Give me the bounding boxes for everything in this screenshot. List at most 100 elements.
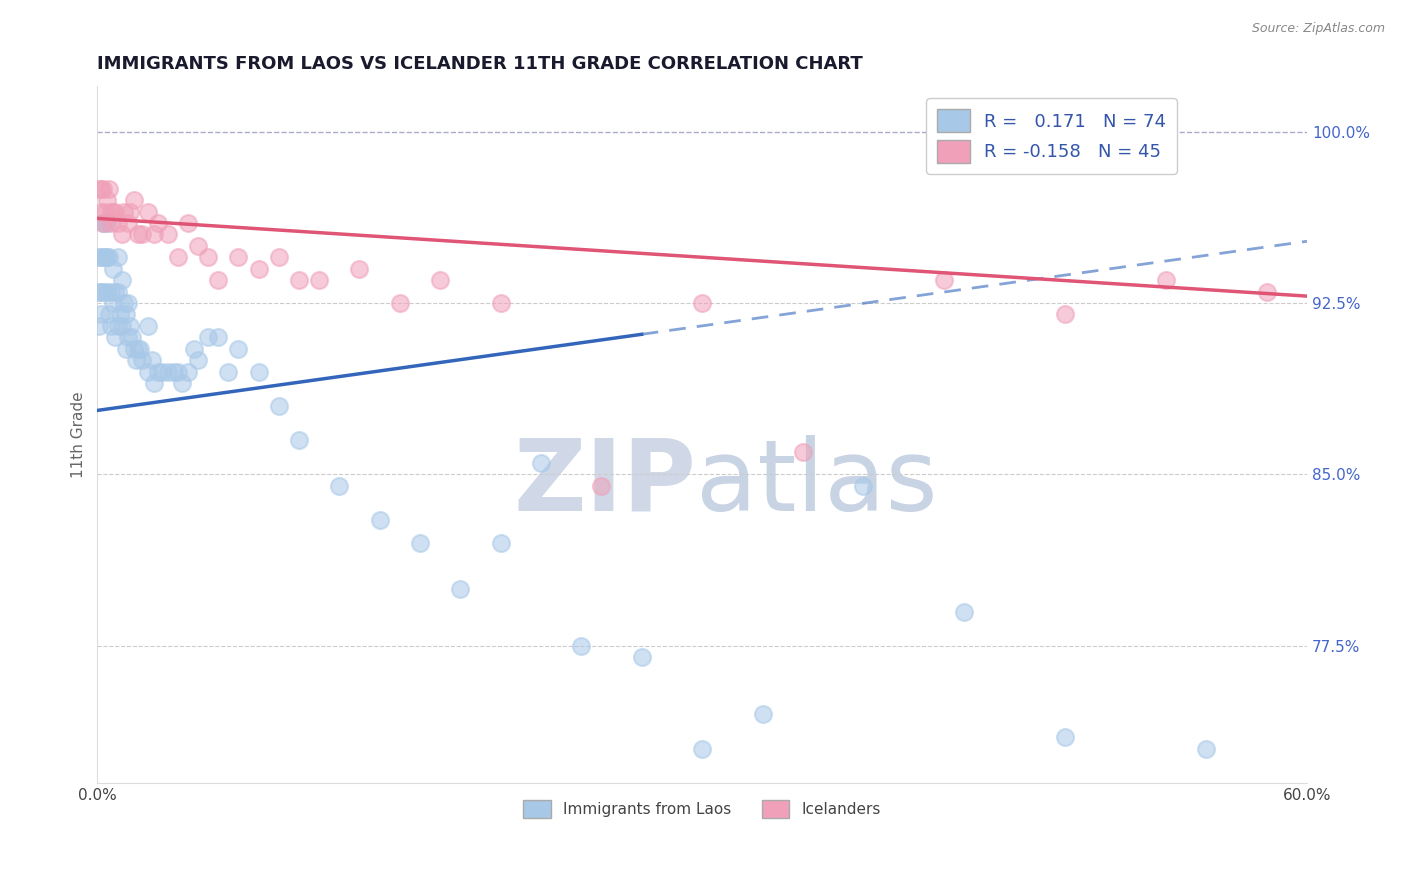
Point [1054,307,1077,321]
Point [89,182,111,196]
Point [146,216,169,230]
Point [94,216,117,230]
Point [108,307,131,321]
Point [183,342,205,356]
Point [167,365,190,379]
Point [163,365,186,379]
Point [170,376,193,390]
Point [122,193,145,207]
Point [569,639,592,653]
Point [127,227,149,242]
Point [690,741,713,756]
Point [118,318,141,333]
Point [100,216,122,230]
Point [150,365,173,379]
Point [122,342,145,356]
Point [308,273,330,287]
Point [207,330,229,344]
Point [112,204,135,219]
Point [1154,273,1177,287]
Point [953,605,976,619]
Text: atlas: atlas [696,434,938,532]
Point [90,307,112,321]
Point [751,707,773,722]
Point [288,273,311,287]
Point [104,204,127,219]
Point [156,227,179,242]
Point [93,216,115,230]
Point [288,433,311,447]
Point [136,318,159,333]
Point [98,307,121,321]
Point [429,273,451,287]
Point [107,318,129,333]
Point [96,216,118,230]
Point [96,250,118,264]
Point [89,250,111,264]
Point [96,193,118,207]
Point [489,296,512,310]
Legend: Immigrants from Laos, Icelanders: Immigrants from Laos, Icelanders [517,795,887,824]
Point [103,296,125,310]
Point [1054,731,1077,745]
Point [100,204,122,219]
Text: Source: ZipAtlas.com: Source: ZipAtlas.com [1251,22,1385,36]
Point [934,273,956,287]
Point [90,182,112,196]
Point [267,399,290,413]
Point [228,342,250,356]
Point [110,318,132,333]
Point [90,285,112,299]
Point [207,273,229,287]
Point [128,342,150,356]
Point [94,250,117,264]
Text: ZIP: ZIP [515,434,697,532]
Point [449,582,471,596]
Point [228,250,250,264]
Point [93,182,115,196]
Point [177,216,200,230]
Point [217,365,239,379]
Point [93,285,115,299]
Point [142,227,165,242]
Point [177,365,200,379]
Point [98,182,121,196]
Point [104,330,127,344]
Point [94,204,117,219]
Point [792,444,814,458]
Point [118,204,141,219]
Y-axis label: 11th Grade: 11th Grade [72,391,86,478]
Point [107,250,129,264]
Point [117,216,139,230]
Point [114,307,136,321]
Point [90,250,112,264]
Point [167,250,190,264]
Point [98,250,121,264]
Point [112,296,135,310]
Point [89,318,111,333]
Point [409,536,432,550]
Point [110,227,132,242]
Point [93,250,115,264]
Point [131,353,153,368]
Point [90,204,112,219]
Point [136,365,159,379]
Point [103,261,125,276]
Point [630,650,652,665]
Point [156,365,179,379]
Point [852,479,875,493]
Point [89,285,111,299]
Point [103,204,125,219]
Point [267,250,290,264]
Point [530,456,553,470]
Point [690,296,713,310]
Point [489,536,512,550]
Point [141,353,163,368]
Point [121,330,143,344]
Point [136,204,159,219]
Point [142,376,165,390]
Point [197,330,219,344]
Point [328,479,350,493]
Point [349,261,371,276]
Point [187,239,209,253]
